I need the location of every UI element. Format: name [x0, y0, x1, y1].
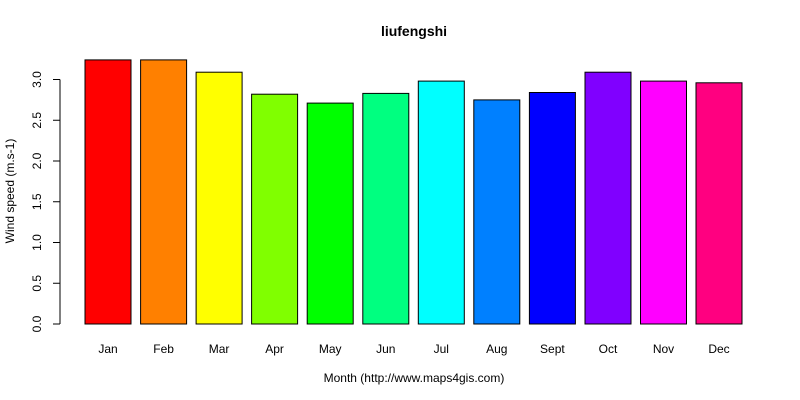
- bar-aug: [473, 99, 521, 325]
- y-tick-label: 1.5: [30, 193, 44, 210]
- bar-jun: [362, 92, 410, 325]
- y-axis: 0.0 0.5 1.0 1.5 2.0 2.5 3.0: [30, 71, 61, 332]
- bar-apr: [251, 93, 299, 325]
- x-tick-label: Dec: [708, 342, 729, 356]
- x-tick-labels: Jan Feb Mar Apr May Jun Jul Aug Sept Oct Nov Dec: [98, 342, 729, 356]
- x-tick-label: Jan: [98, 342, 117, 356]
- bar-jul: [417, 80, 465, 325]
- y-tick-label: 0.0: [30, 315, 44, 332]
- x-axis-label: Month (http://www.maps4gis.com): [324, 371, 505, 385]
- x-tick-label: Jul: [434, 342, 449, 356]
- bar-jan: [84, 59, 132, 325]
- y-tick-label: 2.5: [30, 112, 44, 129]
- y-tick-label: 3.0: [30, 71, 44, 88]
- x-tick-label: Nov: [653, 342, 674, 356]
- y-tick-label: 0.5: [30, 275, 44, 292]
- y-axis-label: Wind speed (m.s-1): [3, 139, 17, 244]
- y-tick-label: 2.0: [30, 152, 44, 169]
- x-tick-label: Jun: [376, 342, 395, 356]
- bar-may: [306, 102, 354, 325]
- bar-mar: [195, 71, 243, 325]
- chart-title: liufengshi: [381, 23, 447, 39]
- y-tick-label: 1.0: [30, 234, 44, 251]
- bar-oct: [584, 71, 632, 325]
- bar-feb: [140, 59, 188, 325]
- x-tick-label: Feb: [153, 342, 174, 356]
- x-tick-label: Oct: [599, 342, 618, 356]
- x-tick-label: Apr: [265, 342, 284, 356]
- bar-nov: [640, 80, 687, 325]
- bar-sept: [528, 92, 576, 325]
- bars-group: [84, 59, 743, 325]
- x-tick-label: Aug: [486, 342, 507, 356]
- x-tick-label: Sept: [540, 342, 565, 356]
- x-tick-label: May: [319, 342, 342, 356]
- bar-dec: [695, 82, 743, 325]
- x-tick-label: Mar: [209, 342, 230, 356]
